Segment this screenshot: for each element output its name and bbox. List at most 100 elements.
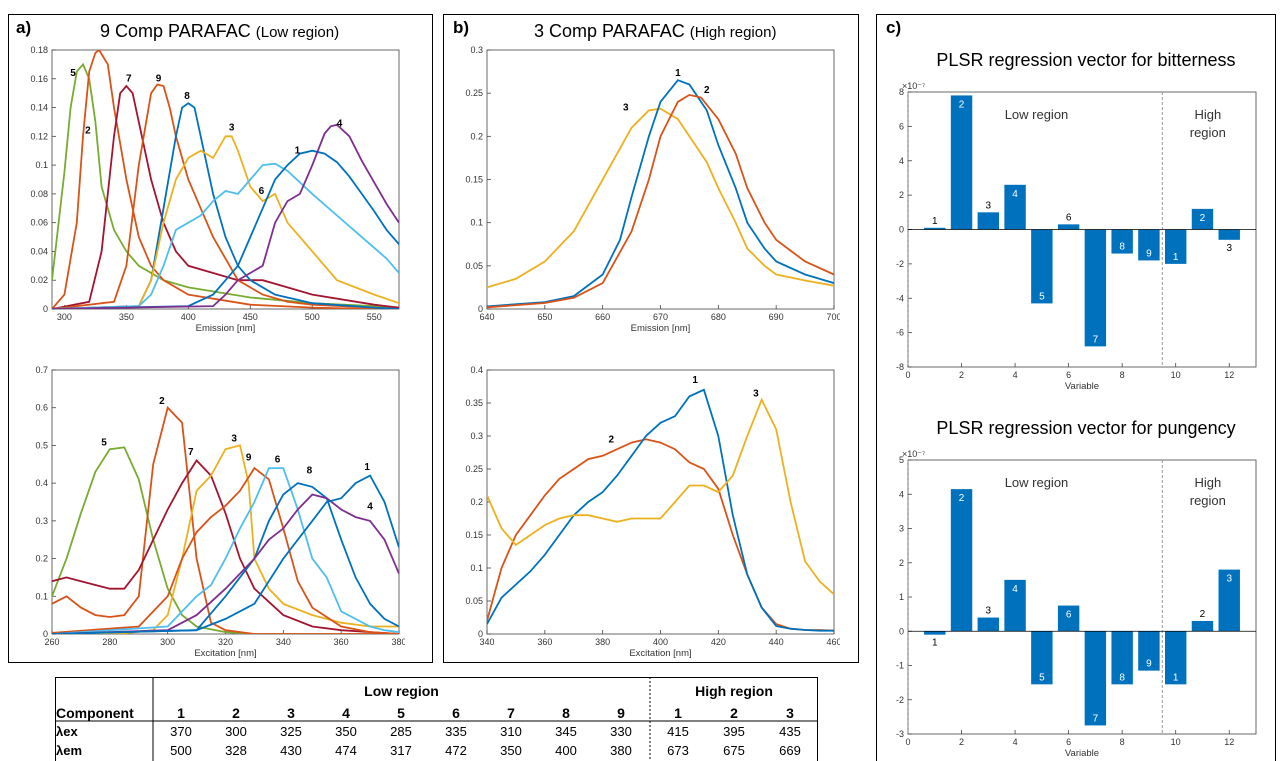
series-label-7: 7 [188, 447, 194, 458]
bar-label-10: 1 [1173, 252, 1179, 263]
bar-label-9: 9 [1146, 248, 1152, 259]
bar-label-1: 1 [932, 216, 938, 227]
series-label-1: 1 [675, 68, 681, 79]
table-row-label-em: λem [56, 743, 83, 758]
bar-label-3: 3 [986, 606, 992, 617]
series-line-2 [487, 438, 834, 632]
table-cell-em: 350 [500, 743, 522, 758]
bar-label-6: 6 [1066, 610, 1072, 621]
y-tick-label: 0 [478, 304, 483, 314]
panel-b-title-main: 3 Comp PARAFAC [534, 21, 685, 41]
y-tick-label: 6 [899, 121, 904, 131]
bar-9 [1138, 631, 1160, 671]
series-label-1: 1 [295, 146, 301, 157]
bar-label-6: 6 [1066, 212, 1072, 223]
series-label-7: 7 [126, 74, 132, 85]
bar-2 [950, 489, 973, 632]
series-line-7 [52, 459, 399, 634]
y-tick-label: 0.1 [470, 563, 483, 573]
table-cell-components: 7 [507, 705, 515, 721]
table-cell-components: 5 [397, 705, 405, 721]
x-tick-label: 6 [1066, 370, 1071, 380]
y-tick-label: -8 [896, 362, 904, 372]
x-tick-label: 12 [1224, 737, 1234, 747]
x-tick-label: 380 [595, 637, 610, 647]
bar-2 [950, 95, 973, 230]
x-tick-label: 300 [57, 312, 72, 322]
bar-8 [1111, 229, 1133, 254]
series-label-2: 2 [85, 125, 91, 136]
y-tick-label: 0.1 [35, 591, 48, 601]
bar-label-11: 2 [1200, 609, 1206, 620]
x-tick-label: 650 [537, 312, 552, 322]
table-rules [55, 677, 818, 761]
table-cell-em: 500 [170, 743, 192, 758]
bar-11 [1191, 208, 1214, 230]
y-tick-label: 0.35 [465, 398, 483, 408]
x-tick-label: 340 [479, 637, 494, 647]
y-tick-label: 0.4 [470, 365, 483, 375]
table-cell-components: 2 [730, 705, 738, 721]
y-tick-label: 0.05 [465, 261, 483, 271]
panel-a-frame [8, 14, 433, 663]
table-cell-ex: 415 [667, 724, 689, 739]
table-cell-components: 3 [287, 705, 295, 721]
series-line-3 [487, 397, 834, 596]
series-line-2 [52, 405, 399, 634]
y-tick-label: -1 [896, 661, 904, 671]
panel-a-title-sub: (Low region) [255, 24, 340, 41]
table-cell-components: 9 [617, 705, 625, 721]
region-label-high-2: region [1190, 493, 1226, 508]
chart-a-excitation: 260 280 300 320 340 360 380 0 0.1 0.2 0.3 0.4 0.5 0.6… [35, 365, 405, 659]
bar-10 [1164, 631, 1187, 685]
x-tick-label: 380 [391, 637, 405, 647]
table-row-label-component: Component [56, 705, 134, 721]
bar-5 [1031, 229, 1053, 304]
x-tick-label: 460 [826, 637, 840, 647]
y-tick-label: 0.14 [30, 103, 48, 113]
series-label-3: 3 [753, 388, 759, 399]
series-line-4 [52, 493, 399, 634]
series-line-1 [487, 79, 834, 308]
bar-label-10: 1 [1173, 672, 1179, 683]
x-tick-label: 2 [959, 370, 964, 380]
x-tick-label: 300 [160, 637, 175, 647]
table-cell-ex: 310 [500, 724, 522, 739]
panel-b-title-sub: (High region) [689, 24, 777, 41]
y-tick-label: 0.18 [30, 45, 48, 55]
bar-label-8: 8 [1119, 672, 1125, 683]
chart-b-emission: 640 650 660 670 680 690 700 0 0.05 0.1 0.15 0.2 0.25… [465, 45, 840, 334]
x-tick-label: 360 [334, 637, 349, 647]
table-cell-components: 1 [674, 705, 682, 721]
table-cell-components: 4 [342, 705, 350, 721]
y-exponent-label: ×10⁻⁷ [902, 81, 925, 91]
series-line-1 [52, 149, 399, 309]
table-cell-ex: 330 [610, 724, 632, 739]
y-tick-label: 0.04 [30, 246, 48, 256]
series-label-6: 6 [259, 186, 265, 197]
series-line-9 [52, 83, 399, 309]
series-label-2: 2 [159, 396, 165, 407]
y-tick-label: 0.1 [470, 218, 483, 228]
bar-5 [1031, 631, 1053, 685]
x-tick-label: 280 [102, 637, 117, 647]
series-line-1 [52, 474, 399, 634]
table-cell-components: 8 [562, 705, 570, 721]
y-tick-label: 0 [43, 629, 48, 639]
series-label-3: 3 [231, 434, 237, 445]
y-tick-label: 0.4 [35, 478, 48, 488]
y-tick-label: 0.25 [465, 464, 483, 474]
table-cell-ex: 285 [390, 724, 412, 739]
series-label-4: 4 [337, 118, 343, 129]
table-cell-ex: 325 [280, 724, 302, 739]
x-tick-label: 440 [769, 637, 784, 647]
series-label-1: 1 [692, 375, 698, 386]
x-tick-label: 690 [769, 312, 784, 322]
series-line-2 [487, 93, 834, 309]
series-line-3 [487, 107, 834, 289]
x-axis-label: Emission [nm] [631, 323, 691, 334]
table-header-high: High region [695, 683, 773, 699]
series-line-1 [487, 388, 834, 632]
table-cell-ex: 435 [779, 724, 801, 739]
series-line-6 [52, 467, 399, 634]
